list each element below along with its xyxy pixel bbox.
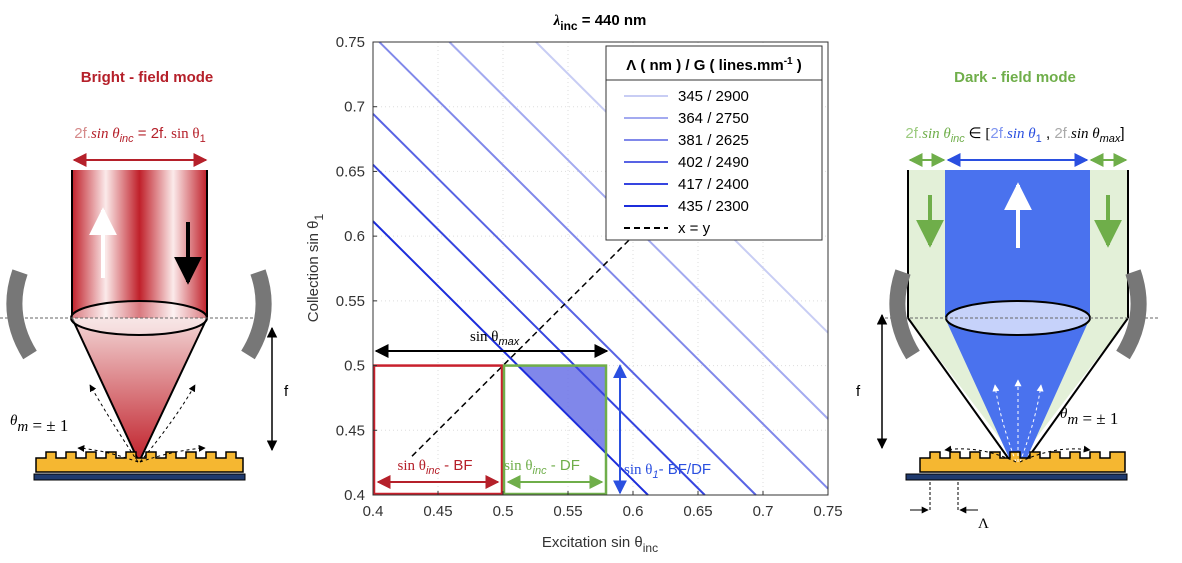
legend-title-part: ) [793,57,802,74]
annotation-part: 1 [652,469,658,481]
right-focal: f [856,383,861,400]
annotation-part: sin θ [504,458,532,474]
chart: λinc = 440 nm Excitation sin θinc Collec… [305,12,843,555]
left-focal: f [284,383,289,400]
annotation: sin θ1- BF/DF [624,461,711,481]
y-tick-label: 0.6 [344,228,365,245]
legend-label: 402 / 2490 [678,154,749,171]
legend-box [605,45,823,241]
annotation-part: inc [533,465,548,477]
x-tick-label: 0.6 [623,503,644,520]
legend-label: x = y [678,220,711,237]
x-tick-label: 0.75 [813,503,842,520]
period-label: Λ [978,516,989,532]
annotation-part: sin θ [624,462,652,478]
dark-field-diagram: Dark - field mode 2f.sin θinc ∈ [2f.sin … [856,69,1160,532]
x-tick-label: 0.65 [683,503,712,520]
y-tick-label: 0.65 [336,163,365,180]
annotation-part: max [498,336,519,348]
annotation-part: sin θ [397,458,425,474]
legend-label: 381 / 2625 [678,132,749,149]
legend-label: 345 / 2900 [678,88,749,105]
y-tick-label: 0.4 [344,487,365,504]
x-tick-label: 0.55 [553,503,582,520]
right-formula: 2f.sin θinc ∈ [2f.sin θ1 , 2f.sin θmax] [905,125,1124,145]
annotation: sin θmax [470,329,520,348]
annotation: sin θinc - DF [504,457,580,477]
series-line [372,163,706,496]
bright-field-diagram: Bright - field mode 2f.sin θinc = 2f. si… [0,69,289,481]
annotation-part: - DF [547,457,580,474]
chart-title: λinc = 440 nm [553,12,647,33]
legend-title-part: Λ ( nm ) / G ( lines.mm [626,57,784,74]
plot-frame [372,41,829,496]
y-tick-label: 0.5 [344,358,365,375]
left-formula: 2f.sin θinc = 2f. sin θ1 [74,125,205,145]
annotation: sin θinc - BF [397,457,472,477]
legend-label: 417 / 2400 [678,176,749,193]
legend-label: 435 / 2300 [678,198,749,215]
y-tick-label: 0.55 [336,293,365,310]
annotation-part: sin θ [470,329,498,345]
x-tick-label: 0.5 [493,503,514,520]
left-order: θm = ± 1 [10,413,68,435]
legend-label: 364 / 2750 [678,110,749,127]
right-title: Dark - field mode [954,69,1076,86]
x-tick-label: 0.4 [363,503,384,520]
legend-title-part: -1 [784,56,793,67]
right-order: θm = ± 1 [1060,406,1118,428]
legend-title: Λ ( nm ) / G ( lines.mm-1 ) [626,56,802,74]
y-axis-label: Collection sin θ1 [305,213,326,322]
x-tick-label: 0.7 [753,503,774,520]
annotation-part: - BF [440,457,473,474]
annotation-part: inc [426,465,441,477]
x-tick-label: 0.45 [423,503,452,520]
series-line [372,220,649,496]
x-axis-label: Excitation sin θinc [542,534,658,555]
y-tick-label: 0.7 [344,99,365,116]
y-tick-label: 0.45 [336,422,365,439]
beam [72,170,207,318]
annotation-part: - BF/DF [659,461,712,478]
region-box [502,364,608,496]
y-tick-label: 0.75 [336,34,365,51]
left-title: Bright - field mode [81,69,214,86]
